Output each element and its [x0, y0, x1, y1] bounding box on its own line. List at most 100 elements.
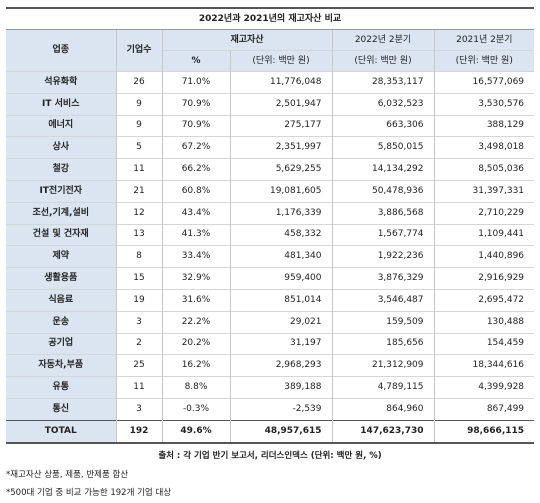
industry-cell: 제약 — [6, 245, 116, 268]
pct-cell: 43.4% — [161, 201, 230, 225]
companies-cell: 3 — [115, 310, 162, 334]
industry-cell: 공기업 — [6, 332, 116, 355]
companies-cell: 2 — [115, 332, 162, 355]
q2-2022-header: 2022년 2분기 — [331, 29, 434, 51]
industry-cell: 철강 — [6, 158, 116, 181]
pct-cell: -0.3% — [161, 397, 230, 421]
inventory-group-header: 재고자산 — [161, 29, 332, 51]
pct-cell: 22.2% — [161, 310, 230, 334]
inventory-unit-header: (단위: 백만 원) — [229, 50, 332, 72]
companies-header: 기업수 — [115, 29, 162, 72]
inventory-cell: 389,188 — [229, 376, 332, 399]
companies-cell: 9 — [115, 92, 162, 116]
q2-2022-cell: 3,546,487 — [331, 288, 434, 312]
inventory-cell: 458,332 — [229, 223, 332, 246]
inventory-cell: 959,400 — [229, 267, 332, 290]
q2-2022-cell: 28,353,117 — [331, 71, 434, 94]
industry-cell: 유통 — [6, 376, 116, 399]
companies-cell: 11 — [115, 158, 162, 181]
source-line: 출처 : 각 기업 반기 보고서, 리더스인덱스 (단위: 백만 원, %) — [158, 451, 382, 461]
q2-2021-cell: 130,488 — [433, 310, 535, 334]
industry-cell: IT 서비스 — [6, 92, 116, 116]
q2-2022-cell: 864,960 — [331, 397, 434, 421]
total-q2-2021-cell: 98,666,115 — [433, 419, 535, 444]
q2-2021-cell: 1,440,896 — [433, 245, 535, 268]
total-pct-cell: 49.6% — [161, 419, 230, 444]
q2-2022-unit-header: (단위: 백만 원) — [331, 50, 434, 72]
companies-cell: 15 — [115, 267, 162, 290]
header-row-1: 업종 기업수 재고자산 2022년 2분기 2021년 2분기 — [6, 29, 535, 72]
table-row: 식음료 19 31.6% 851,014 3,546,487 2,695,472 — [6, 288, 535, 312]
industry-cell: 식음료 — [6, 288, 116, 312]
inventory-cell: -2,539 — [229, 397, 332, 421]
inventory-cell: 851,014 — [229, 288, 332, 312]
q2-2021-cell: 3,530,576 — [433, 92, 535, 116]
companies-cell: 3 — [115, 397, 162, 421]
inventory-cell: 275,177 — [229, 114, 332, 137]
q2-2022-cell: 14,134,292 — [331, 158, 434, 181]
table-row: 통신 3 -0.3% -2,539 864,960 867,499 — [6, 397, 535, 421]
table-row: 조선,기계,설비 12 43.4% 1,176,339 3,886,568 2,710,2… — [6, 201, 535, 225]
industry-cell: 상사 — [6, 136, 116, 159]
companies-cell: 9 — [115, 114, 162, 137]
total-industry-cell: TOTAL — [6, 419, 116, 444]
industry-cell: 통신 — [6, 397, 116, 421]
q2-2021-cell: 18,344,616 — [433, 354, 535, 377]
inventory-cell: 29,021 — [229, 310, 332, 334]
pct-cell: 71.0% — [161, 71, 230, 94]
q2-2021-cell: 4,399,928 — [433, 376, 535, 399]
q2-2021-cell: 2,710,229 — [433, 201, 535, 225]
q2-2021-cell: 2,695,472 — [433, 288, 535, 312]
companies-cell: 8 — [115, 245, 162, 268]
pct-cell: 60.8% — [161, 179, 230, 203]
q2-2021-cell: 16,577,069 — [433, 71, 535, 94]
table-row: 상사 5 67.2% 2,351,997 5,850,015 3,498,018 — [6, 136, 535, 159]
pct-cell: 66.2% — [161, 158, 230, 181]
pct-cell: 32.9% — [161, 267, 230, 290]
companies-cell: 11 — [115, 376, 162, 399]
industry-cell: 운송 — [6, 310, 116, 334]
q2-2022-cell: 6,032,523 — [331, 92, 434, 116]
pct-cell: 20.2% — [161, 332, 230, 355]
inventory-cell: 31,197 — [229, 332, 332, 355]
pct-cell: 70.9% — [161, 92, 230, 116]
table-row: 건설 및 건자재 13 41.3% 458,332 1,567,774 1,109,441 — [6, 223, 535, 246]
q2-2022-cell: 159,509 — [331, 310, 434, 334]
q2-2021-cell: 388,129 — [433, 114, 535, 137]
table-row: 유통 11 8.8% 389,188 4,789,115 4,399,928 — [6, 376, 535, 399]
q2-2021-cell: 867,499 — [433, 397, 535, 421]
companies-cell: 21 — [115, 179, 162, 203]
inventory-table: 2022년과 2021년의 재고자산 비교 업종 기업수 재고자산 2022년 … — [6, 7, 535, 444]
q2-2021-unit-header: (단위: 백만 원) — [433, 50, 535, 72]
q2-2021-cell: 2,916,929 — [433, 267, 535, 290]
q2-2021-cell: 154,459 — [433, 332, 535, 355]
industry-header: 업종 — [6, 29, 116, 72]
q2-2021-cell: 1,109,441 — [433, 223, 535, 246]
table-row: IT 서비스 9 70.9% 2,501,947 6,032,523 3,530,576 — [6, 92, 535, 116]
companies-cell: 25 — [115, 354, 162, 377]
table-row: 석유화학 26 71.0% 11,776,048 28,353,117 16,577,06… — [6, 71, 535, 94]
total-row: TOTAL 192 49.6% 48,957,615 147,623,730 98,666… — [6, 419, 535, 444]
table-title: 2022년과 2021년의 재고자산 비교 — [6, 7, 535, 30]
total-inventory-cell: 48,957,615 — [229, 419, 332, 444]
industry-cell: 건설 및 건자재 — [6, 223, 116, 246]
inventory-cell: 19,081,605 — [229, 179, 332, 203]
inventory-cell: 5,629,255 — [229, 158, 332, 181]
companies-cell: 5 — [115, 136, 162, 159]
table-row: 에너지 9 70.9% 275,177 663,306 388,129 — [6, 114, 535, 137]
table-row: 운송 3 22.2% 29,021 159,509 130,488 — [6, 310, 535, 334]
pct-cell: 31.6% — [161, 288, 230, 312]
companies-cell: 12 — [115, 201, 162, 225]
inventory-cell: 2,968,293 — [229, 354, 332, 377]
q2-2022-cell: 50,478,936 — [331, 179, 434, 203]
industry-cell: IT전기전자 — [6, 179, 116, 203]
pct-cell: 16.2% — [161, 354, 230, 377]
q2-2022-cell: 663,306 — [331, 114, 434, 137]
inventory-cell: 2,501,947 — [229, 92, 332, 116]
inventory-cell: 2,351,997 — [229, 136, 332, 159]
q2-2021-cell: 31,397,331 — [433, 179, 535, 203]
inventory-cell: 11,776,048 — [229, 71, 332, 94]
inventory-cell: 1,176,339 — [229, 201, 332, 225]
total-companies-cell: 192 — [115, 419, 162, 444]
